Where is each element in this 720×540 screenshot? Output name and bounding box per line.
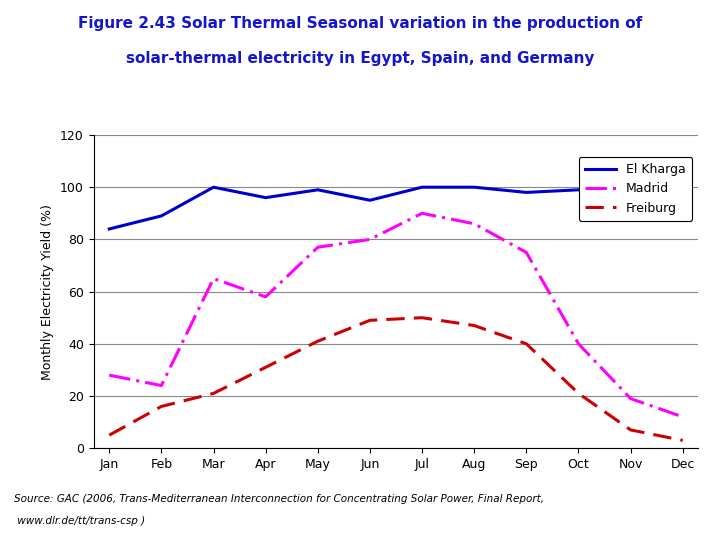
Text: solar-thermal electricity in Egypt, Spain, and Germany: solar-thermal electricity in Egypt, Spai… (126, 51, 594, 66)
Legend: El Kharga, Madrid, Freiburg: El Kharga, Madrid, Freiburg (579, 157, 692, 221)
Text: Source: GAC (2006, Trans-Mediterranean Interconnection for Concentrating Solar P: Source: GAC (2006, Trans-Mediterranean I… (14, 494, 544, 504)
Text: Figure 2.43 Solar Thermal Seasonal variation in the production of: Figure 2.43 Solar Thermal Seasonal varia… (78, 16, 642, 31)
Y-axis label: Monthly Electricity Yield (%): Monthly Electricity Yield (%) (42, 204, 55, 380)
Text: www.dlr.de/tt/trans-csp ): www.dlr.de/tt/trans-csp ) (14, 516, 145, 526)
